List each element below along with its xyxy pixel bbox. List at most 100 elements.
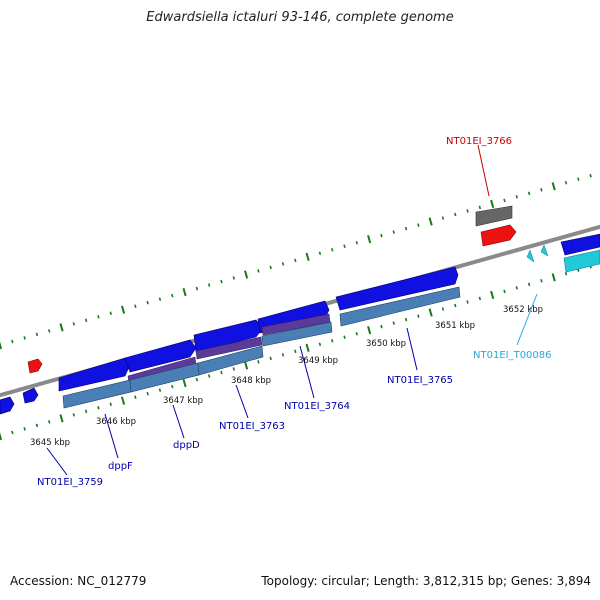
gene-label-nt01ei-3765[interactable]: NT01EI_3765 (387, 375, 453, 386)
minor-tick (220, 279, 223, 284)
leader-line (104, 413, 119, 459)
minor-tick (466, 209, 469, 213)
minor-tick (503, 289, 506, 294)
major-tick (367, 326, 372, 335)
rrna-gene-arrow[interactable] (480, 224, 517, 247)
minor-tick (84, 409, 88, 414)
minor-tick (343, 335, 346, 339)
gene-label-nt01ei-3764[interactable]: NT01EI_3764 (284, 401, 350, 412)
minor-tick (134, 395, 137, 399)
gene-arrow[interactable] (0, 396, 15, 415)
major-tick (305, 252, 310, 261)
minor-tick (109, 311, 112, 316)
genome-summary: Topology: circular; Length: 3,812,315 bp… (261, 574, 591, 588)
scale-label: 3651 kbp (435, 321, 475, 331)
scale-labels: 3645 kbp 3646 kbp 3647 kbp 3648 kbp 3649… (30, 305, 543, 448)
major-tick (367, 235, 372, 244)
minor-tick (232, 276, 235, 280)
gene-block[interactable] (197, 345, 264, 376)
minor-tick (48, 329, 51, 333)
gene-arrow[interactable] (58, 357, 130, 392)
minor-tick (171, 384, 174, 389)
major-tick (182, 287, 187, 297)
gene-arrow[interactable] (193, 319, 263, 353)
accession-label: Accession: NC_012779 (10, 574, 147, 588)
scale-label: 3652 kbp (503, 305, 543, 315)
gene-label-nt01ei-3759[interactable]: NT01EI_3759 (37, 477, 103, 488)
minor-tick (417, 314, 420, 318)
minor-tick (158, 297, 162, 301)
leader-line (46, 447, 68, 476)
leader-line (516, 293, 538, 346)
minor-tick (23, 336, 26, 340)
minor-tick (577, 177, 580, 181)
minor-tick (392, 321, 395, 325)
minor-tick (23, 427, 26, 431)
minor-tick (220, 370, 223, 375)
scale-label: 3649 kbp (298, 356, 338, 366)
forward-strand-genes (0, 205, 600, 415)
gene-label-nt01ei-3763[interactable]: NT01EI_3763 (219, 421, 285, 432)
scale-label: 3648 kbp (231, 376, 271, 386)
minor-tick (478, 205, 482, 210)
minor-tick (72, 413, 76, 417)
minor-tick (146, 300, 149, 305)
major-tick (244, 361, 249, 370)
minor-tick (134, 304, 137, 308)
gene-arrow[interactable] (335, 266, 459, 311)
minor-tick (441, 216, 445, 220)
scale-label: 3647 kbp (163, 396, 203, 406)
gene-label-nt01ei-t00086[interactable]: NT01EI_T00086 (473, 350, 552, 361)
rrna-gene-arrow[interactable] (27, 358, 43, 374)
gene-label-dppd[interactable]: dppD (173, 440, 200, 451)
minor-tick (417, 223, 420, 227)
minor-tick (392, 230, 395, 234)
minor-tick (515, 195, 518, 199)
map-title: Edwardsiella ictaluri 93-146, complete g… (146, 10, 454, 25)
major-tick (244, 270, 249, 279)
gene-arrow[interactable] (124, 339, 197, 373)
gene-label-dppf[interactable]: dppF (108, 461, 133, 472)
scale-label: 3646 kbp (96, 417, 136, 427)
gene-arrow[interactable] (560, 233, 600, 256)
minor-tick (257, 360, 260, 364)
minor-tick (232, 367, 235, 371)
gene-block[interactable] (339, 286, 461, 327)
minor-tick (11, 430, 14, 435)
gene-arrow[interactable] (22, 387, 39, 404)
minor-tick (84, 318, 88, 323)
minor-tick (466, 300, 469, 304)
minor-tick (454, 212, 457, 217)
gene-label-nt01ei-3766[interactable]: NT01EI_3766 (446, 136, 512, 147)
leader-line (172, 404, 185, 439)
pseudo-gene-block[interactable] (475, 205, 513, 227)
scale-label: 3645 kbp (30, 438, 70, 448)
inner-tick-row (0, 264, 592, 441)
minor-tick (207, 283, 211, 287)
minor-tick (35, 332, 39, 337)
label-leaders (46, 144, 538, 476)
leader-line (299, 345, 315, 399)
minor-tick (97, 406, 100, 410)
minor-tick (503, 198, 506, 203)
minor-tick (72, 322, 76, 326)
minor-tick (158, 388, 162, 392)
minor-tick (281, 353, 285, 357)
gene-overlap-bar[interactable] (195, 336, 263, 360)
minor-tick (380, 233, 383, 238)
minor-tick (11, 339, 14, 344)
major-tick (490, 199, 495, 209)
minor-tick (171, 293, 174, 298)
trna-marker[interactable] (540, 244, 549, 257)
minor-tick (331, 339, 334, 343)
gene-block[interactable] (261, 321, 333, 347)
trna-marker[interactable] (526, 249, 535, 263)
minor-tick (380, 324, 383, 329)
major-tick (551, 182, 556, 191)
major-tick (0, 341, 3, 350)
minor-tick (269, 265, 272, 270)
minor-tick (331, 248, 334, 252)
trna-gene-block[interactable] (563, 249, 600, 273)
